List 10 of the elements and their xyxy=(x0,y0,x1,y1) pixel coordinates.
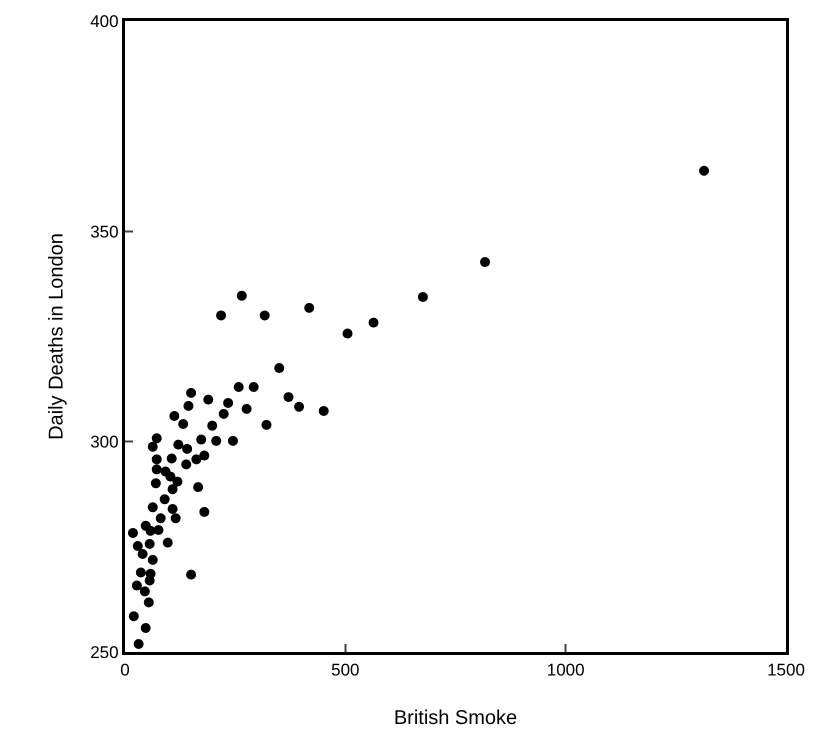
y-tick-label: 400 xyxy=(90,12,119,31)
x-tick-label: 1000 xyxy=(546,660,585,680)
y-axis-title: Daily Deaths in London xyxy=(46,233,68,440)
y-tick-label: 250 xyxy=(90,642,119,662)
x-axis-title: British Smoke xyxy=(394,706,518,729)
x-tick-label: 0 xyxy=(120,660,130,680)
y-tick-label: 300 xyxy=(90,432,119,452)
y-tick-label: 350 xyxy=(90,222,119,242)
x-tick-label: 1500 xyxy=(767,660,805,680)
x-tick-label: 500 xyxy=(331,660,360,680)
